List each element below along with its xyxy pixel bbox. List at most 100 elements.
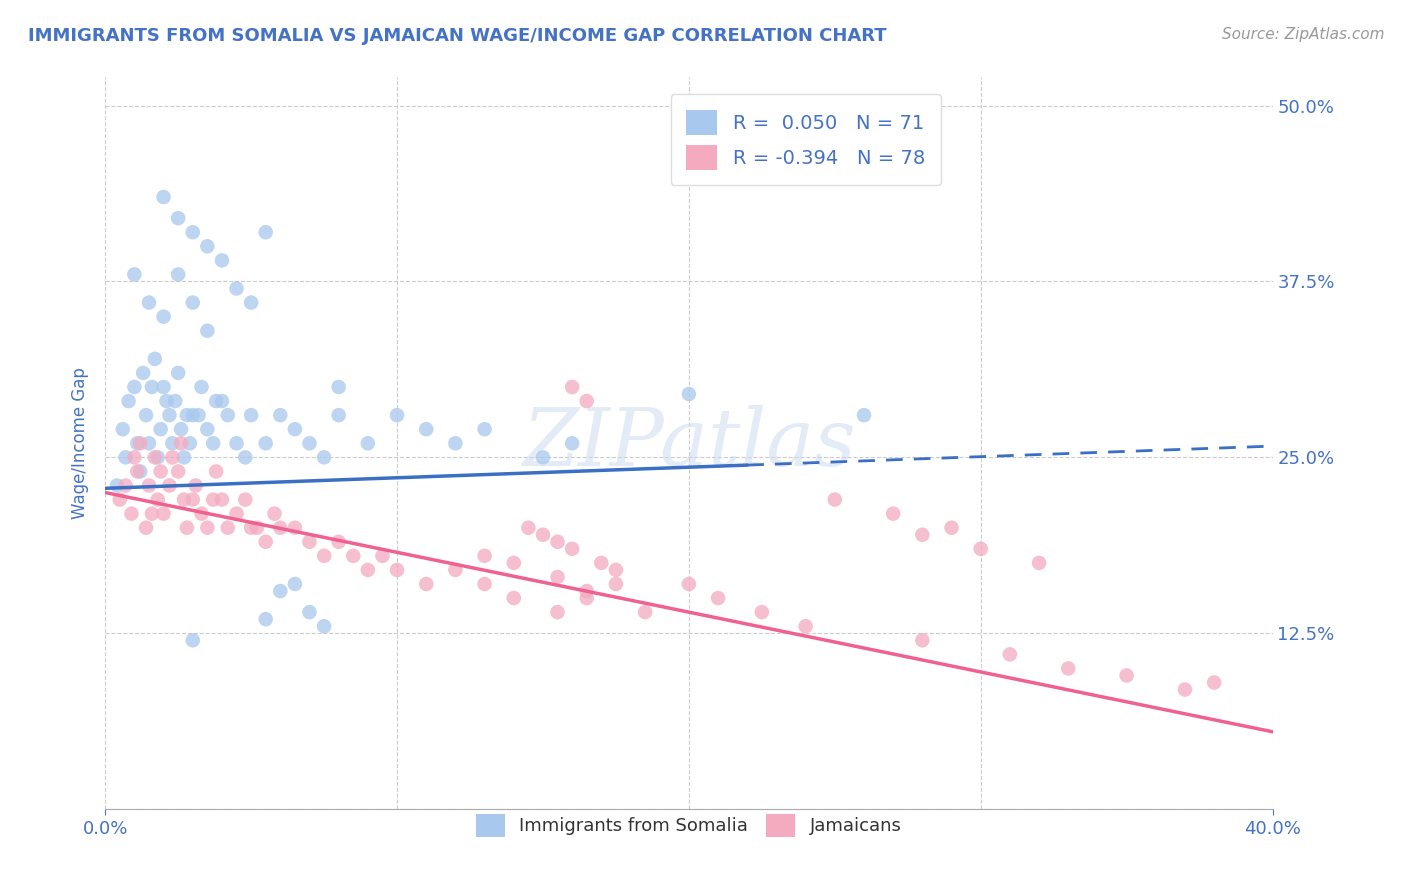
Point [444, 436, 467, 450]
Point [217, 408, 239, 422]
Point [190, 507, 212, 521]
Point [167, 366, 190, 380]
Point [157, 408, 180, 422]
Point [254, 534, 277, 549]
Point [371, 549, 394, 563]
Point [794, 619, 817, 633]
Point [132, 366, 155, 380]
Point [240, 408, 263, 422]
Point [254, 225, 277, 239]
Point [575, 394, 598, 409]
Point [211, 492, 233, 507]
Point [217, 521, 239, 535]
Text: Source: ZipAtlas.com: Source: ZipAtlas.com [1222, 27, 1385, 42]
Point [121, 507, 143, 521]
Point [124, 380, 146, 394]
Point [605, 577, 627, 591]
Point [269, 521, 291, 535]
Point [575, 591, 598, 605]
Text: IMMIGRANTS FROM SOMALIA VS JAMAICAN WAGE/INCOME GAP CORRELATION CHART: IMMIGRANTS FROM SOMALIA VS JAMAICAN WAGE… [28, 27, 887, 45]
Point [195, 239, 218, 253]
Point [284, 422, 307, 436]
Point [605, 563, 627, 577]
Point [170, 436, 193, 450]
Point [149, 422, 172, 436]
Point [1115, 668, 1137, 682]
Point [342, 549, 364, 563]
Point [143, 351, 166, 366]
Point [385, 563, 408, 577]
Point [415, 422, 437, 436]
Point [240, 521, 263, 535]
Text: ZIPatlas: ZIPatlas [522, 405, 856, 482]
Point [254, 612, 277, 626]
Point [1057, 661, 1080, 675]
Point [246, 521, 269, 535]
Point [269, 408, 291, 422]
Point [474, 577, 496, 591]
Point [138, 436, 160, 450]
Point [167, 465, 190, 479]
Point [269, 584, 291, 599]
Point [155, 394, 177, 409]
Point [561, 541, 583, 556]
Point [517, 521, 540, 535]
Point [1028, 556, 1050, 570]
Point [129, 465, 152, 479]
Point [141, 380, 163, 394]
Point [108, 492, 131, 507]
Point [143, 450, 166, 465]
Point [678, 577, 700, 591]
Point [149, 465, 172, 479]
Point [444, 563, 467, 577]
Point [205, 465, 228, 479]
Point [357, 563, 380, 577]
Point [531, 527, 554, 541]
Point [328, 408, 350, 422]
Point [187, 408, 209, 422]
Point [114, 450, 136, 465]
Point [531, 450, 554, 465]
Point [254, 436, 277, 450]
Point [181, 633, 204, 648]
Point [181, 408, 204, 422]
Point [211, 253, 233, 268]
Point [105, 478, 128, 492]
Point [328, 380, 350, 394]
Point [591, 556, 613, 570]
Point [117, 394, 139, 409]
Point [138, 295, 160, 310]
Point [195, 422, 218, 436]
Point [298, 534, 321, 549]
Point [415, 577, 437, 591]
Point [138, 478, 160, 492]
Point [162, 450, 184, 465]
Point [152, 380, 174, 394]
Point [127, 436, 149, 450]
Point [173, 492, 195, 507]
Point [970, 541, 993, 556]
Point [124, 450, 146, 465]
Point [882, 507, 904, 521]
Point [502, 591, 524, 605]
Point [173, 450, 195, 465]
Point [314, 619, 336, 633]
Point [547, 605, 569, 619]
Point [233, 492, 256, 507]
Point [211, 394, 233, 409]
Point [181, 295, 204, 310]
Point [135, 408, 157, 422]
Point [135, 521, 157, 535]
Legend: Immigrants from Somalia, Jamaicans: Immigrants from Somalia, Jamaicans [470, 806, 908, 844]
Point [167, 211, 190, 226]
Point [263, 507, 285, 521]
Point [146, 492, 169, 507]
Point [225, 281, 247, 295]
Point [127, 465, 149, 479]
Point [314, 450, 336, 465]
Point [170, 422, 193, 436]
Point [911, 633, 934, 648]
Point [1204, 675, 1226, 690]
Point [205, 394, 228, 409]
Point [176, 408, 198, 422]
